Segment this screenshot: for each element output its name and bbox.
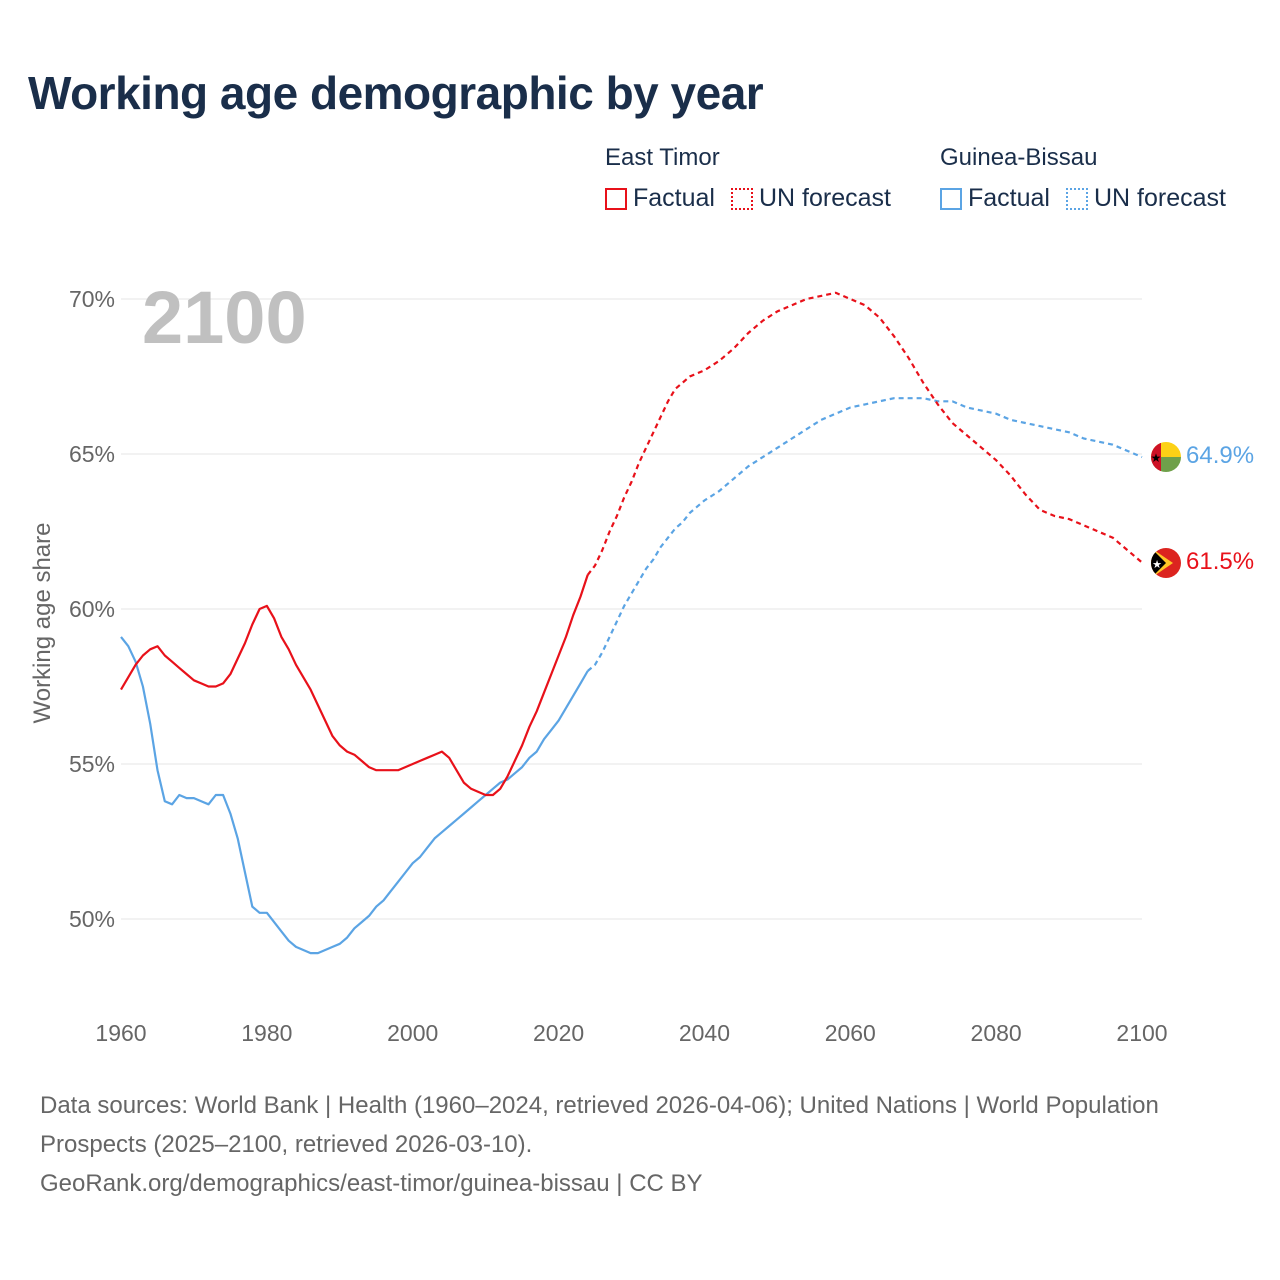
legend-group-east-timor: East Timor Factual UN forecast [605, 144, 891, 213]
x-tick-label: 2080 [971, 1020, 1022, 1046]
x-tick-label: 1980 [241, 1020, 292, 1046]
x-tick-label: 2000 [387, 1020, 438, 1046]
legend-swatch-solid-icon [940, 187, 962, 210]
y-axis-tick-labels: 50% 55% 60% 65% 70% [69, 286, 115, 932]
series-lines [120, 291, 1143, 955]
series-line-guinea-bissau-forecast [586, 397, 1143, 672]
x-tick-label: 1960 [95, 1020, 146, 1046]
y-tick-label: 70% [69, 286, 115, 312]
svg-text:★: ★ [1151, 451, 1162, 465]
sources-line: Data sources: World Bank | Health (1960–… [40, 1092, 1159, 1158]
y-tick-label: 50% [69, 906, 115, 932]
flag-east-timor-icon: ★ [1151, 548, 1181, 578]
end-label-guinea-bissau: 64.9% [1186, 442, 1254, 469]
legend-swatch-dotted-icon [1065, 187, 1088, 210]
legend-item-east-timor-factual[interactable]: Factual [605, 184, 715, 213]
year-watermark: 2100 [142, 276, 307, 359]
legend-label: Factual [968, 184, 1050, 212]
gridlines [121, 298, 1142, 920]
flag-guinea-bissau-icon: ★ [1151, 442, 1181, 472]
x-tick-label: 2100 [1116, 1020, 1167, 1046]
legend-group-guinea-bissau: Guinea-Bissau Factual UN forecast [940, 144, 1226, 213]
legend-group-title: Guinea-Bissau [940, 144, 1098, 171]
y-tick-label: 60% [69, 596, 115, 622]
legend-label: UN forecast [758, 184, 891, 212]
legend-swatch-dotted-icon [730, 187, 753, 210]
series-line-east-timor-forecast [586, 291, 1143, 576]
legend-item-guinea-bissau-factual[interactable]: Factual [940, 184, 1050, 213]
x-tick-label: 2060 [825, 1020, 876, 1046]
legend-item-east-timor-forecast[interactable]: UN forecast [730, 184, 891, 213]
end-label-east-timor: 61.5% [1186, 548, 1254, 575]
y-axis-label: Working age share [29, 523, 56, 724]
svg-text:★: ★ [1152, 559, 1162, 571]
legend-item-guinea-bissau-forecast[interactable]: UN forecast [1065, 184, 1226, 213]
y-tick-label: 55% [69, 751, 115, 777]
x-axis-tick-labels: 1960 1980 2000 2020 2040 2060 2080 2100 [95, 1020, 1167, 1046]
chart-title: Working age demographic by year [28, 67, 764, 119]
x-tick-label: 2020 [533, 1020, 584, 1046]
legend-label: UN forecast [1093, 184, 1226, 212]
x-tick-label: 2040 [679, 1020, 730, 1046]
line-chart: 2100 50% 55% 60% 65% 70% 1960 1980 2000 2020 204… [29, 276, 1254, 1046]
y-tick-label: 65% [69, 441, 115, 467]
data-sources: Data sources: World Bank | Health (1960–… [40, 1086, 1220, 1203]
legend-label: Factual [633, 184, 715, 212]
sources-line: GeoRank.org/demographics/east-timor/guin… [40, 1170, 703, 1197]
series-line-guinea-bissau-factual [120, 636, 589, 955]
legend-swatch-solid-icon [605, 187, 627, 210]
legend-group-title: East Timor [605, 144, 720, 171]
series-line-east-timor-factual [120, 574, 589, 797]
